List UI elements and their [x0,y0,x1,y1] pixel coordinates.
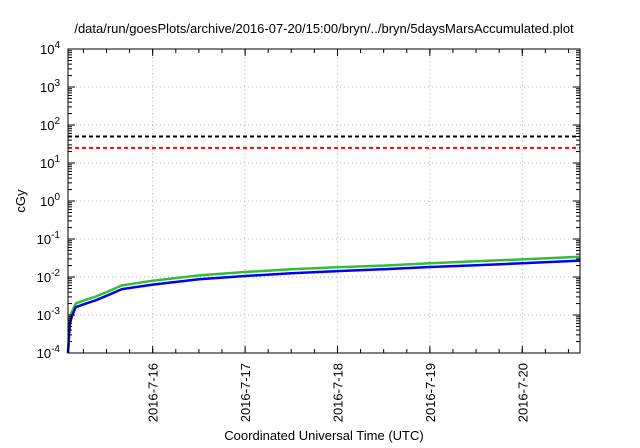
y-tick-label: 100 [40,192,60,209]
grid [68,49,580,353]
series-layer [66,135,581,354]
series-line-2 [66,259,581,354]
ticks: 104 103 102 101 100 10-1 10-2 10-3 10-4 2016-7-16… [37,40,580,422]
y-tick-label: 104 [40,40,60,57]
y-tick-label: 10-4 [37,344,61,361]
y-tick-label: 102 [40,116,60,133]
x-tick-label: 2016-7-18 [330,363,345,422]
y-tick-label: 10-3 [37,306,61,323]
y-tick-label: 10-1 [37,230,61,247]
x-axis-label: Coordinated Universal Time (UTC) [224,428,423,443]
y-tick-label: 10-2 [37,268,61,285]
series-line-1 [66,255,581,354]
y-axis-label: cGy [13,189,28,213]
chart-title: /data/run/goesPlots/archive/2016-07-20/1… [74,21,574,36]
x-tick-label: 2016-7-19 [423,363,438,422]
y-tick-label: 103 [40,78,60,95]
x-tick-label: 2016-7-20 [515,363,530,422]
y-tick-label: 101 [40,154,60,171]
x-tick-label: 2016-7-17 [238,363,253,422]
x-tick-label: 2016-7-16 [146,363,161,422]
